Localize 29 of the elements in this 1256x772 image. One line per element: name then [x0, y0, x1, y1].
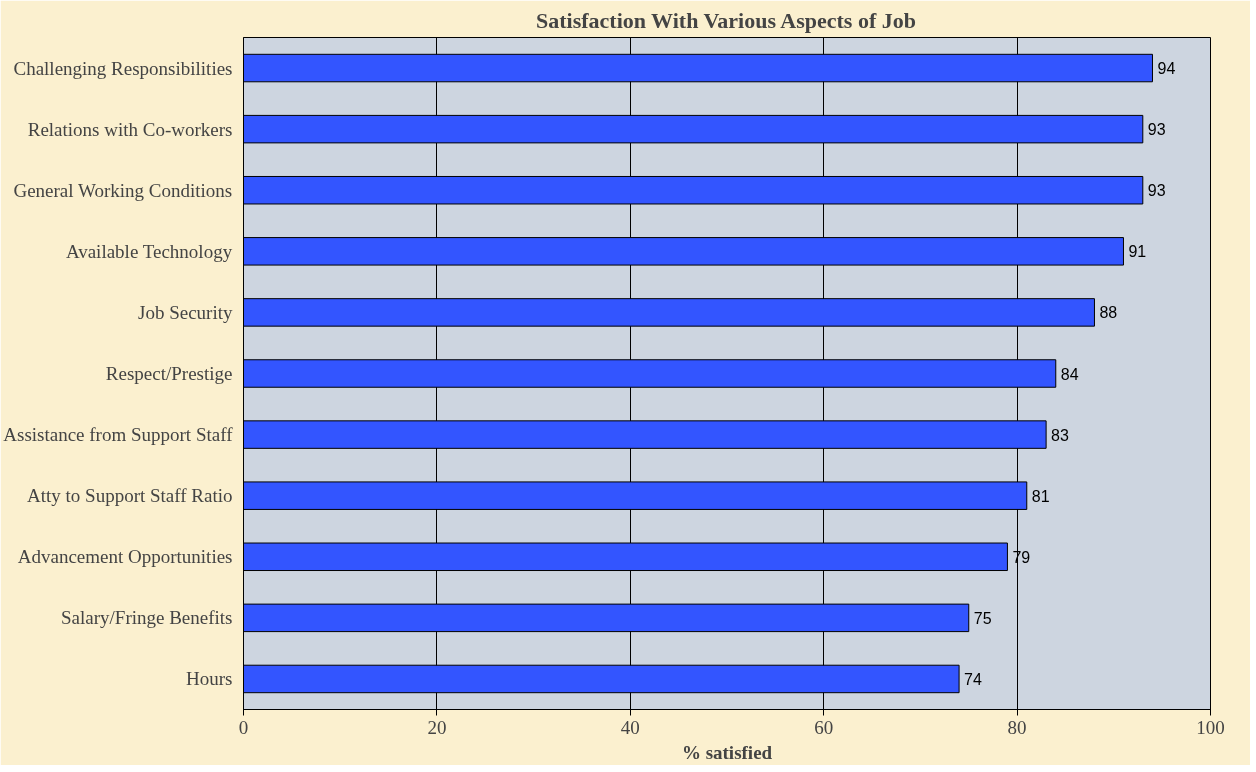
x-tick-label: 60 [814, 716, 834, 738]
x-tick-label: 0 [238, 716, 249, 738]
data-label: 81 [1031, 487, 1050, 505]
y-tick-label: Advancement Opportunities [17, 546, 233, 568]
y-tick-label: Available Technology [65, 240, 233, 262]
x-axis-title: % satisfied [681, 741, 773, 763]
data-label: 88 [1099, 304, 1118, 322]
y-tick-label: Job Security [138, 301, 233, 323]
y-tick-label: Respect/Prestige [105, 363, 233, 384]
y-tick-label: General Working Conditions [13, 179, 233, 201]
data-label: 93 [1147, 182, 1166, 200]
x-tick-label: 100 [1196, 716, 1225, 738]
data-label: 83 [1051, 426, 1070, 444]
data-label: 94 [1157, 60, 1176, 78]
data-label: 91 [1128, 243, 1147, 261]
data-label: 75 [973, 609, 992, 627]
chart-title: Satisfaction With Various Aspects of Job [536, 7, 916, 33]
x-tick-label: 20 [427, 716, 447, 738]
y-tick-label: Hours [186, 668, 233, 690]
data-label: 93 [1147, 121, 1166, 139]
x-tick-label: 40 [620, 716, 640, 738]
y-tick-label: Challenging Responsibilities [13, 57, 233, 79]
y-tick-label: Salary/Fringe Benefits [61, 607, 233, 629]
x-tick-label: 80 [1007, 716, 1027, 738]
data-label: 84 [1060, 365, 1079, 383]
y-tick-label: Assistance from Support Staff [3, 424, 234, 446]
data-label: 74 [964, 670, 982, 688]
y-tick-label: Relations with Co-workers [27, 118, 233, 140]
y-tick-label: Atty to Support Staff Ratio [27, 485, 233, 507]
